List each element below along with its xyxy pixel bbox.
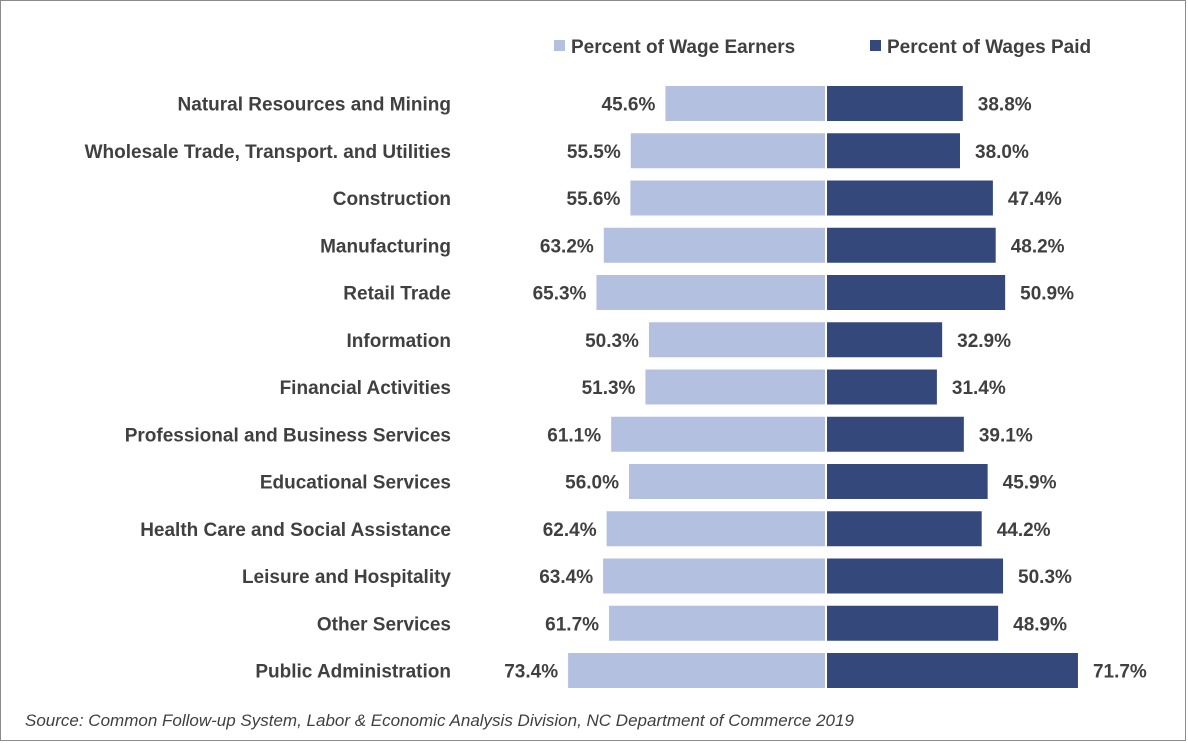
bar-wages-paid bbox=[827, 416, 964, 452]
bar-wages-paid bbox=[827, 605, 999, 641]
category-label: Public Administration bbox=[255, 662, 451, 683]
value-label-wages-paid: 44.2% bbox=[997, 520, 1051, 541]
value-label-wages-paid: 71.7% bbox=[1093, 662, 1147, 683]
value-label-wage-earners: 63.2% bbox=[540, 236, 594, 257]
bar-wage-earners bbox=[596, 275, 825, 310]
bar-wages-paid bbox=[827, 86, 963, 121]
bar-wage-earners bbox=[648, 322, 825, 358]
bar-wage-earners bbox=[645, 369, 825, 405]
legend-swatch bbox=[554, 40, 565, 51]
value-label-wage-earners: 55.6% bbox=[567, 189, 621, 210]
value-label-wage-earners: 51.3% bbox=[582, 378, 636, 399]
value-label-wages-paid: 38.8% bbox=[978, 95, 1032, 116]
bar-wages-paid bbox=[827, 511, 982, 547]
value-label-wage-earners: 62.4% bbox=[543, 520, 597, 541]
value-label-wage-earners: 63.4% bbox=[539, 567, 593, 588]
category-label: Health Care and Social Assistance bbox=[140, 520, 451, 541]
bar-wages-paid bbox=[827, 653, 1078, 688]
value-label-wage-earners: 56.0% bbox=[565, 473, 619, 494]
bar-wage-earners bbox=[630, 180, 825, 216]
source-note: Source: Common Follow-up System, Labor &… bbox=[25, 711, 854, 730]
category-label: Professional and Business Services bbox=[125, 425, 451, 446]
bar-wages-paid bbox=[827, 322, 943, 358]
value-labels: 45.6% 38.8% 55.5% 38.0% 55.6% 47.4% 63.2% 48.2%… bbox=[504, 95, 1147, 683]
value-label-wage-earners: 61.1% bbox=[547, 425, 601, 446]
bar-wage-earners bbox=[629, 464, 825, 499]
value-label-wages-paid: 32.9% bbox=[957, 331, 1011, 352]
value-label-wage-earners: 65.3% bbox=[533, 284, 587, 305]
bars bbox=[568, 86, 1078, 688]
bar-wage-earners bbox=[606, 511, 825, 547]
value-label-wages-paid: 47.4% bbox=[1008, 189, 1062, 210]
legend-label: Percent of Wage Earners bbox=[571, 37, 795, 58]
category-label: Retail Trade bbox=[343, 284, 451, 305]
value-label-wage-earners: 50.3% bbox=[585, 331, 639, 352]
category-label: Natural Resources and Mining bbox=[178, 95, 451, 116]
category-label: Information bbox=[347, 331, 452, 352]
value-label-wages-paid: 38.0% bbox=[975, 142, 1029, 163]
category-label: Other Services bbox=[317, 614, 451, 635]
bar-wage-earners bbox=[609, 605, 825, 641]
legend-label: Percent of Wages Paid bbox=[887, 37, 1091, 58]
category-label: Manufacturing bbox=[320, 236, 451, 257]
bar-wages-paid bbox=[827, 180, 993, 216]
bar-wages-paid bbox=[827, 275, 1006, 310]
legend-item-wage-earners: Percent of Wage Earners bbox=[554, 37, 795, 58]
category-label: Leisure and Hospitality bbox=[242, 567, 451, 588]
value-label-wages-paid: 50.9% bbox=[1020, 284, 1074, 305]
bar-wages-paid bbox=[827, 227, 996, 263]
legend-item-wages-paid: Percent of Wages Paid bbox=[870, 37, 1091, 58]
category-labels: Natural Resources and Mining Wholesale Tr… bbox=[85, 95, 452, 683]
bar-wage-earners bbox=[665, 86, 825, 121]
legend: Percent of Wage Earners Percent of Wages … bbox=[554, 37, 1091, 58]
value-label-wages-paid: 45.9% bbox=[1003, 473, 1057, 494]
value-label-wage-earners: 45.6% bbox=[602, 95, 656, 116]
bar-wages-paid bbox=[827, 369, 937, 405]
bar-wage-earners bbox=[603, 227, 825, 263]
category-label: Construction bbox=[333, 189, 451, 210]
value-label-wages-paid: 39.1% bbox=[979, 425, 1033, 446]
value-label-wage-earners: 55.5% bbox=[567, 142, 621, 163]
value-label-wages-paid: 50.3% bbox=[1018, 567, 1072, 588]
bar-wage-earners bbox=[568, 653, 825, 688]
value-label-wages-paid: 31.4% bbox=[952, 378, 1006, 399]
bar-wage-earners bbox=[611, 416, 825, 452]
bar-wages-paid bbox=[827, 464, 988, 499]
category-label: Educational Services bbox=[260, 473, 451, 494]
category-label: Wholesale Trade, Transport. and Utilitie… bbox=[85, 142, 451, 163]
legend-swatch bbox=[870, 40, 881, 51]
bar-wage-earners bbox=[630, 133, 825, 169]
bar-wage-earners bbox=[603, 558, 825, 594]
value-label-wages-paid: 48.9% bbox=[1013, 614, 1067, 635]
value-label-wages-paid: 48.2% bbox=[1011, 236, 1065, 257]
value-label-wage-earners: 73.4% bbox=[504, 662, 558, 683]
bar-wages-paid bbox=[827, 133, 960, 169]
bar-wages-paid bbox=[827, 558, 1004, 594]
value-label-wage-earners: 61.7% bbox=[545, 614, 599, 635]
category-label: Financial Activities bbox=[280, 378, 451, 399]
